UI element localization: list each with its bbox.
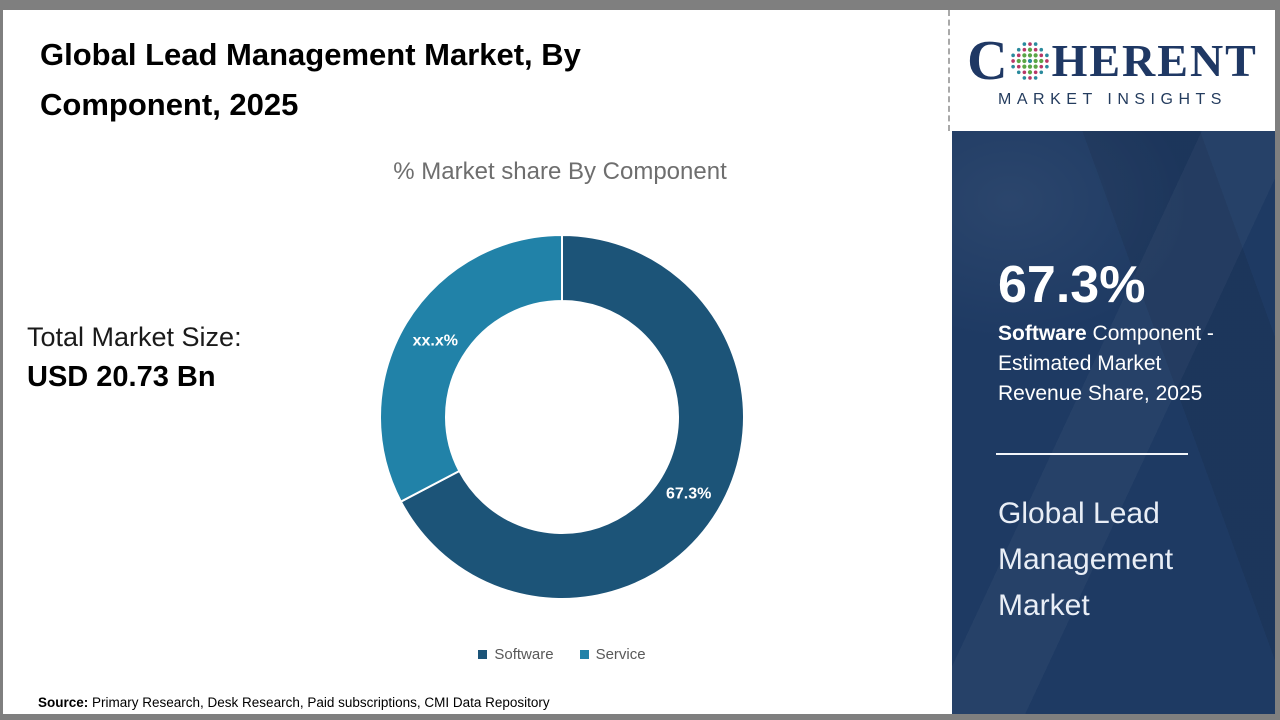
chart-subtitle: % Market share By Component — [393, 158, 727, 185]
legend-label-service: Service — [595, 646, 646, 663]
total-market-label: Total Market Size: — [27, 322, 242, 352]
legend-label-software: Software — [494, 646, 554, 663]
page-title: Global Lead Management Market, By Compon… — [40, 37, 581, 122]
total-market-value: USD 20.73 Bn — [27, 361, 216, 393]
brand-logo-area: C HERENT MARKET INSIGHTS — [948, 10, 1275, 131]
coherent-globe-icon — [1009, 40, 1051, 82]
sidebar-stat-segment: Software — [998, 322, 1087, 345]
sidebar-stat-description: Software Component - Estimated Market Re… — [998, 319, 1230, 409]
chart-legend: Software Service — [362, 646, 762, 663]
highlight-sidebar: 67.3% Software Component - Estimated Mar… — [952, 131, 1275, 714]
total-market-block: Total Market Size: USD 20.73 Bn — [27, 322, 357, 394]
source-label: Source: — [38, 695, 89, 710]
logo-letter-c: C — [967, 29, 1008, 92]
sidebar-stat-value: 67.3% — [998, 256, 1146, 314]
service-swatch-icon — [579, 650, 589, 659]
coherent-logo: C HERENT — [967, 33, 1258, 89]
sidebar-divider — [996, 453, 1188, 455]
legend-item-service: Service — [579, 646, 646, 663]
donut-slice-software — [399, 233, 745, 600]
software-swatch-icon — [478, 650, 488, 659]
logo-word-rest: HERENT — [1051, 34, 1258, 86]
slice-label-software: 67.3% — [666, 486, 711, 503]
logo-subtitle: MARKET INSIGHTS — [998, 90, 1227, 108]
slice-label-service: xx.x% — [413, 332, 458, 349]
legend-item-software: Software — [478, 646, 554, 663]
source-text: Primary Research, Desk Research, Paid su… — [88, 695, 550, 710]
sidebar-market-name: Global Lead Management Market — [998, 497, 1174, 622]
donut-slice-service — [379, 233, 563, 504]
donut-chart: 67.3% xx.x% — [379, 233, 745, 600]
sidebar-stat-rest: Component - Estimated Market Revenue Sha… — [998, 322, 1214, 405]
source-line: Source: Primary Research, Desk Research,… — [38, 695, 550, 710]
